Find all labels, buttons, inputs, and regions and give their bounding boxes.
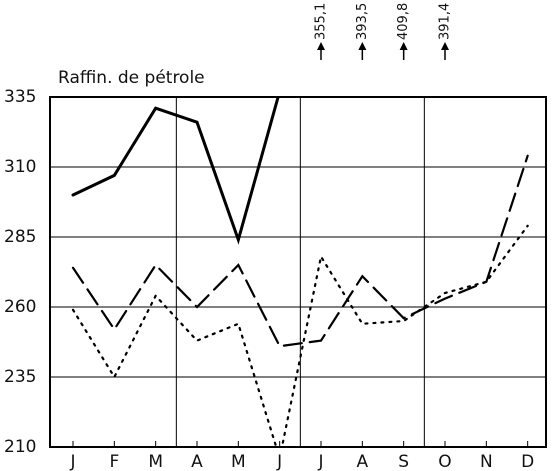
x-tick-label: O: [438, 452, 451, 471]
annotation-label: 409,8: [396, 3, 411, 40]
x-tick-label: J: [69, 452, 75, 471]
x-tick-label: S: [398, 452, 409, 471]
x-tick-label: A: [357, 452, 369, 471]
plot-frame: [49, 96, 547, 448]
series-line: [71, 154, 529, 348]
x-tick-label: F: [109, 452, 119, 471]
annotation-arrowhead: [399, 42, 408, 50]
series-line: [71, 97, 280, 245]
annotation-arrowhead: [441, 42, 449, 50]
y-tick-label: 310: [4, 157, 36, 177]
x-tick-label: N: [480, 452, 493, 471]
x-tick-label: M: [148, 452, 163, 471]
annotation-label: 355,1: [314, 3, 329, 40]
annotation-arrowhead: [358, 42, 367, 50]
y-tick-label: 235: [4, 367, 36, 387]
y-tick-label: 285: [4, 227, 36, 247]
series-line: [71, 224, 529, 447]
x-tick-label: A: [191, 452, 203, 471]
x-tick-label: M: [231, 452, 246, 471]
y-tick-label: 335: [4, 87, 36, 107]
annotation-arrowhead: [317, 42, 325, 50]
annotation-label: 393,5: [355, 3, 370, 40]
plot-lines: [71, 97, 529, 447]
annotation-label: 391,4: [438, 3, 453, 40]
x-tick-label: J: [276, 452, 282, 471]
chart-title: Raffin. de pétrole: [58, 68, 205, 88]
x-tick-label: J: [317, 452, 323, 471]
x-tick-label: D: [521, 452, 534, 471]
y-tick-label: 260: [4, 297, 36, 317]
y-tick-label: 210: [4, 437, 36, 457]
